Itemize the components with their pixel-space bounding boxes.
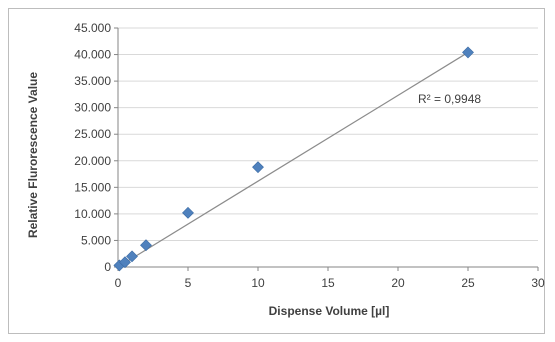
x-tick-label: 0 [115,276,122,290]
data-points [113,46,474,272]
gridlines [118,27,538,241]
chart-frame: 0 5.000 10.000 15.000 20.000 25.000 30.000 35.0… [8,8,545,334]
x-tick-label: 10 [251,276,265,290]
trendline-group [117,51,469,268]
axes: 0 5.000 10.000 15.000 20.000 25.000 30.000 35.0… [74,21,545,290]
y-tick-label: 45.000 [74,21,111,35]
data-point [252,161,264,174]
x-tick-label: 30 [531,276,545,290]
y-tick-label: 10.000 [74,207,111,221]
y-tick-label: 25.000 [74,127,111,141]
y-tick-label: 5.000 [81,233,111,247]
scatter-chart: 0 5.000 10.000 15.000 20.000 25.000 30.000 35.0… [26,21,545,318]
y-tick-label: 35.000 [74,74,111,88]
x-tick-label: 15 [321,276,335,290]
linear-trendline [117,51,469,268]
y-tick-label: 20.000 [74,154,111,168]
y-tick-label: 30.000 [74,101,111,115]
y-tick-label: 15.000 [74,180,111,194]
x-tick-label: 25 [461,276,475,290]
y-axis-title: Relative Flurorescence Value [26,72,40,238]
data-point [462,46,474,59]
x-tick-label: 20 [391,276,405,290]
axis-labels: Dispense Volume [µl] Relative Fluroresce… [26,72,481,318]
y-tick-label: 40.000 [74,48,111,62]
x-axis-title: Dispense Volume [µl] [269,304,390,318]
data-point [126,250,138,263]
x-tick-label: 5 [185,276,192,290]
data-point [119,256,131,269]
r-squared-annotation: R² = 0,9948 [418,92,481,106]
data-point [182,206,194,219]
y-tick-label: 0 [104,260,111,274]
data-point [140,239,152,252]
